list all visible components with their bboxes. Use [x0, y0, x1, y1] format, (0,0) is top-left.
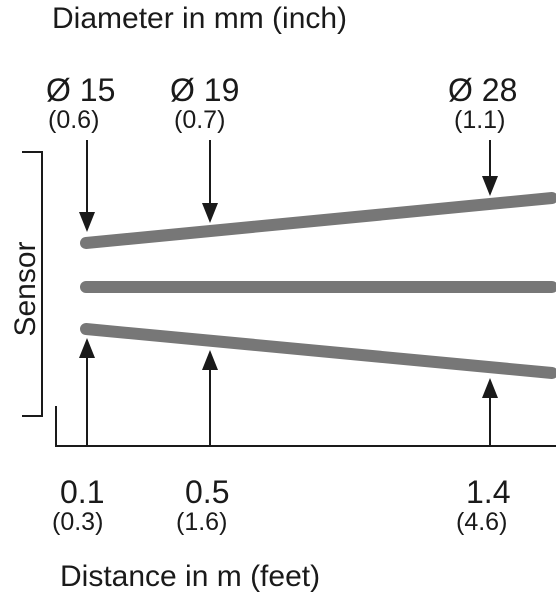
diameter-inch-1: (0.6)	[48, 106, 100, 134]
distance-feet-2: (1.6)	[176, 508, 228, 536]
distance-feet-3: (4.6)	[456, 508, 508, 536]
distance-feet-1: (0.3)	[52, 508, 104, 536]
beam-lower	[80, 323, 556, 379]
diameter-label-3: Ø 28	[448, 72, 518, 108]
arrowhead-up-3	[482, 378, 498, 398]
diameter-label-1: Ø 15	[46, 72, 116, 108]
distance-axis-title: Distance in m (feet)	[60, 560, 321, 593]
diameter-label-2: Ø 19	[170, 72, 240, 108]
diagram-title: Diameter in mm (inch)	[52, 2, 348, 35]
arrowhead-up-1	[79, 338, 95, 358]
arrowhead-up-2	[202, 350, 218, 370]
distance-label-1: 0.1	[60, 474, 105, 510]
diameter-inch-2: (0.7)	[174, 106, 226, 134]
arrowhead-down-3	[482, 176, 498, 196]
arrowhead-down-1	[79, 212, 95, 232]
sensor-bracket	[22, 151, 43, 417]
diameter-inch-3: (1.1)	[454, 106, 506, 134]
distance-label-2: 0.5	[185, 474, 230, 510]
axis-line	[55, 406, 556, 447]
beam-upper	[80, 192, 556, 249]
distance-label-3: 1.4	[466, 474, 511, 510]
arrowhead-down-2	[202, 203, 218, 223]
